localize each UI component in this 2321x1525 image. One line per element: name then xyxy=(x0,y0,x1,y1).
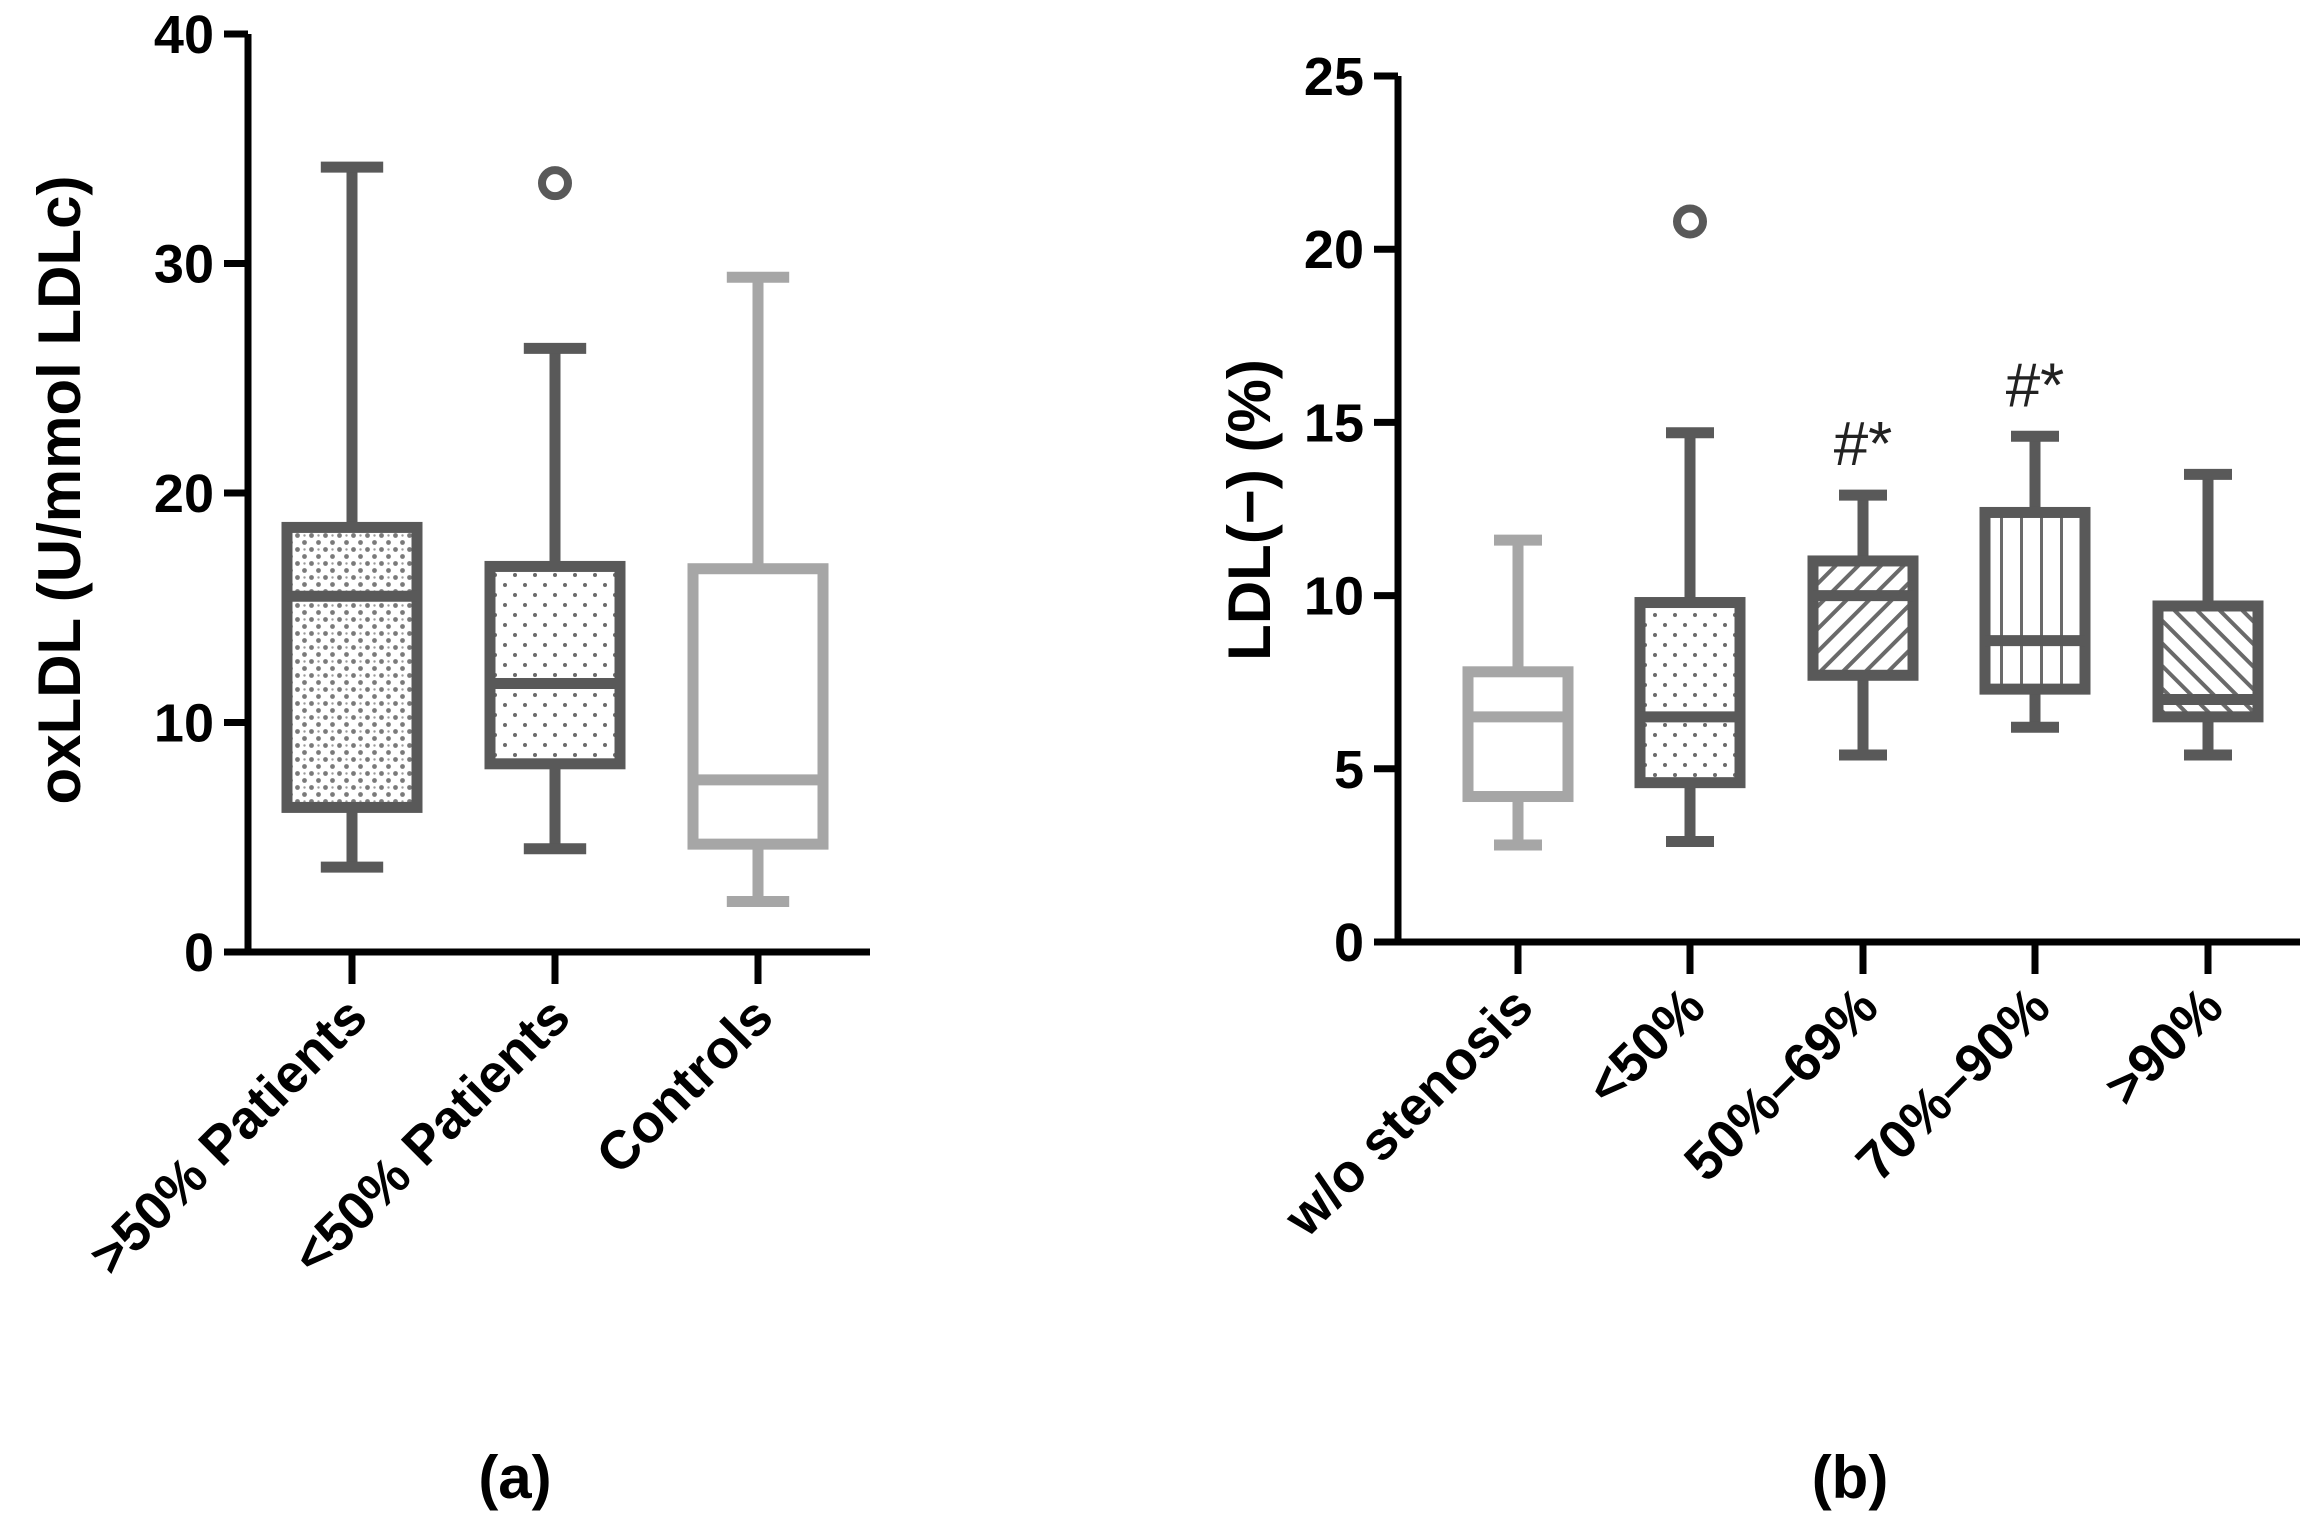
panel-a-y-tick-label: 0 xyxy=(184,923,214,983)
panel-b: #* #* 0 5 10 15 20 25 w/o stenosis <50%50%–69%7… xyxy=(1216,47,2300,1511)
iqr-box xyxy=(281,521,423,813)
panel-b-category-label: <50% xyxy=(1575,976,1716,1117)
iqr-box xyxy=(1979,506,2091,695)
panel-b-label: (b) xyxy=(1812,1444,1889,1511)
panel-b-box-1 xyxy=(1462,534,1574,851)
panel-b-y-tick-label: 5 xyxy=(1334,740,1364,800)
panel-a-label: (a) xyxy=(478,1444,551,1511)
panel-a-box-1 xyxy=(281,161,423,873)
panel-a-y-tick-label: 30 xyxy=(154,235,214,295)
outlier-point xyxy=(1673,204,1707,239)
panel-b-boxes: #* #* xyxy=(1462,204,2264,851)
iqr-box xyxy=(687,563,829,850)
panel-a-box-3 xyxy=(687,271,829,908)
panel-b-y-axis-title: LDL(−) (%) xyxy=(1216,359,1283,661)
panel-a-x-ticks: >50% Patients<50% Patients Controls xyxy=(78,952,784,1286)
outlier-point xyxy=(538,166,572,201)
panel-b-category-label: w/o stenosis xyxy=(1272,976,1544,1248)
panel-b-y-tick-label: 15 xyxy=(1304,393,1364,453)
panel-a-box-2 xyxy=(484,166,626,855)
panel-a-y-tick-label: 40 xyxy=(154,5,214,65)
panel-a: 0 10 20 30 40 >50% Patients<50% Patients Cont… xyxy=(26,5,870,1511)
panel-b-y-tick-label: 0 xyxy=(1334,913,1364,973)
iqr-box xyxy=(484,560,626,770)
iqr-box xyxy=(1634,597,1746,789)
significance-annotation: #* xyxy=(2006,351,2065,420)
panel-b-box-2 xyxy=(1634,204,1746,848)
panel-a-category-label: Controls xyxy=(585,986,784,1185)
panel-b-x-ticks: w/o stenosis <50%50%–69%70%–90% >90% xyxy=(1272,942,2234,1248)
panel-b-y-tick-label: 20 xyxy=(1304,220,1364,280)
panel-a-y-ticks: 0 10 20 30 40 xyxy=(154,5,248,983)
panel-a-y-tick-label: 10 xyxy=(154,694,214,754)
iqr-box xyxy=(1462,666,1574,803)
significance-annotation: #* xyxy=(1834,410,1893,479)
panel-a-y-tick-label: 20 xyxy=(154,464,214,524)
panel-b-y-ticks: 0 5 10 15 20 25 xyxy=(1304,47,1398,973)
panel-a-boxes xyxy=(281,161,829,908)
iqr-box xyxy=(1807,555,1919,681)
panel-b-category-label: >90% xyxy=(2093,976,2234,1117)
panel-a-y-axis-title: oxLDL (U/mmol LDLc) xyxy=(26,176,93,805)
panel-b-box-3: #* xyxy=(1807,410,1919,761)
panel-b-y-tick-label: 10 xyxy=(1304,567,1364,627)
panel-b-y-tick-label: 25 xyxy=(1304,47,1364,107)
panel-b-box-4: #* xyxy=(1979,351,2091,733)
panel-b-box-5 xyxy=(2152,468,2264,761)
